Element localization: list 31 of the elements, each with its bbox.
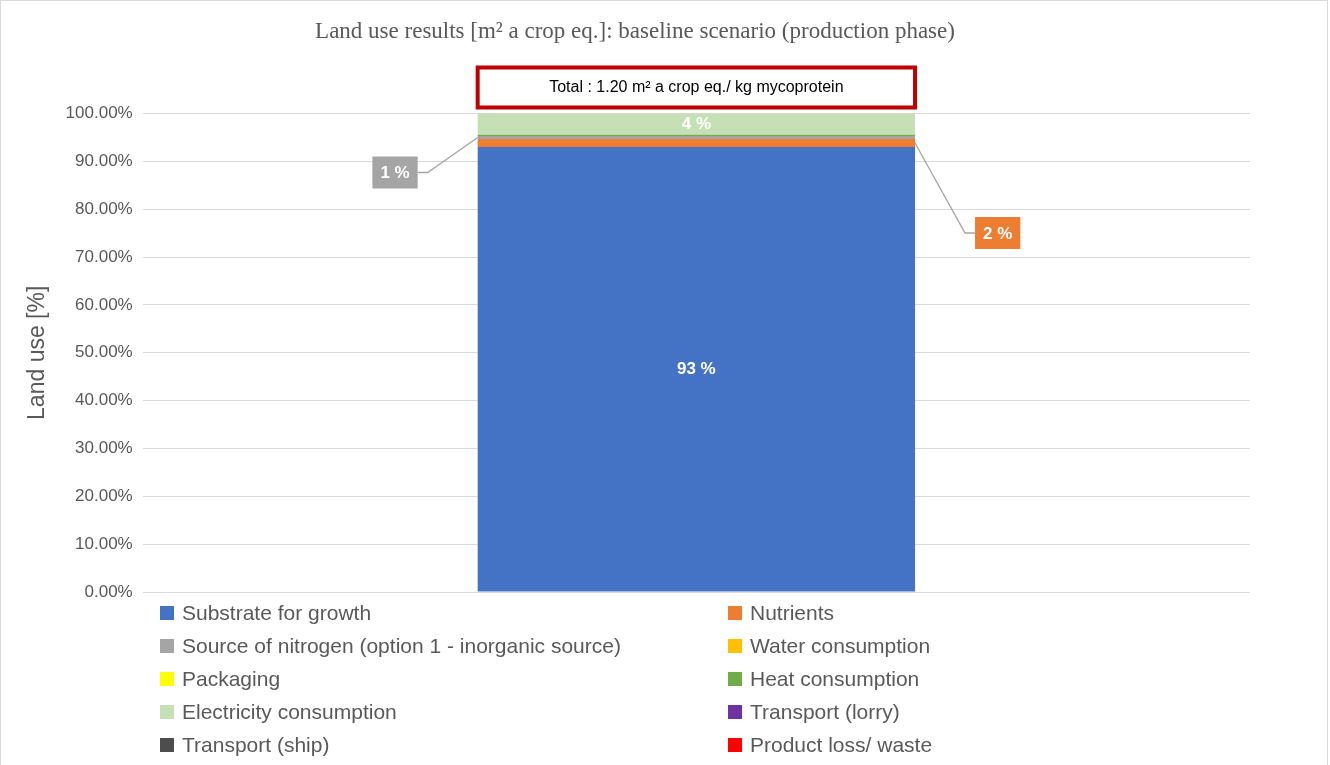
y-tick-label: 30.00% — [75, 438, 133, 458]
y-tick-label: 20.00% — [75, 486, 133, 506]
legend-label: Nutrients — [750, 601, 835, 625]
chart-title: Land use results [m² a crop eq.]: baseline scenario (production phase) — [315, 17, 955, 43]
y-axis-title: Land use [%] — [23, 285, 50, 420]
bar — [477, 147, 916, 592]
data-label: 93 % — [676, 358, 716, 378]
text: Total : 1.20 m² a crop eq./ kg mycoprotein — [549, 78, 844, 96]
legend-label: Substrate for growth — [182, 601, 372, 625]
bar — [477, 113, 916, 135]
y-tick-label: 70.00% — [75, 246, 133, 266]
data-label: 1 % — [380, 163, 410, 183]
y-tick-label: 80.00% — [75, 198, 133, 218]
bar — [477, 138, 916, 148]
data-label: 4 % — [681, 113, 711, 133]
legend-label: Transport (lorry) — [750, 700, 900, 724]
y-tick-label: 40.00% — [75, 390, 133, 410]
legend-label: Source of nitrogen (option 1 - inorganic source) — [182, 634, 621, 658]
legend-label: Product loss/ waste — [750, 733, 933, 757]
y-tick-label: 10.00% — [75, 533, 133, 553]
legend-label: Heat consumption — [750, 667, 920, 691]
y-tick-label: 50.00% — [75, 342, 133, 362]
y-tick-label: 60.00% — [75, 294, 133, 314]
legend-label: Water consumption — [750, 634, 931, 658]
y-tick-label: 90.00% — [75, 151, 133, 171]
legend-label: Transport (ship) — [182, 733, 330, 757]
y-tick-label: 0.00% — [84, 581, 133, 601]
data-label: 2 % — [983, 223, 1013, 243]
y-tick-label: 100.00% — [65, 103, 133, 123]
legend-label: Electricity consumption — [182, 700, 397, 724]
legend-label: Packaging — [182, 667, 281, 691]
